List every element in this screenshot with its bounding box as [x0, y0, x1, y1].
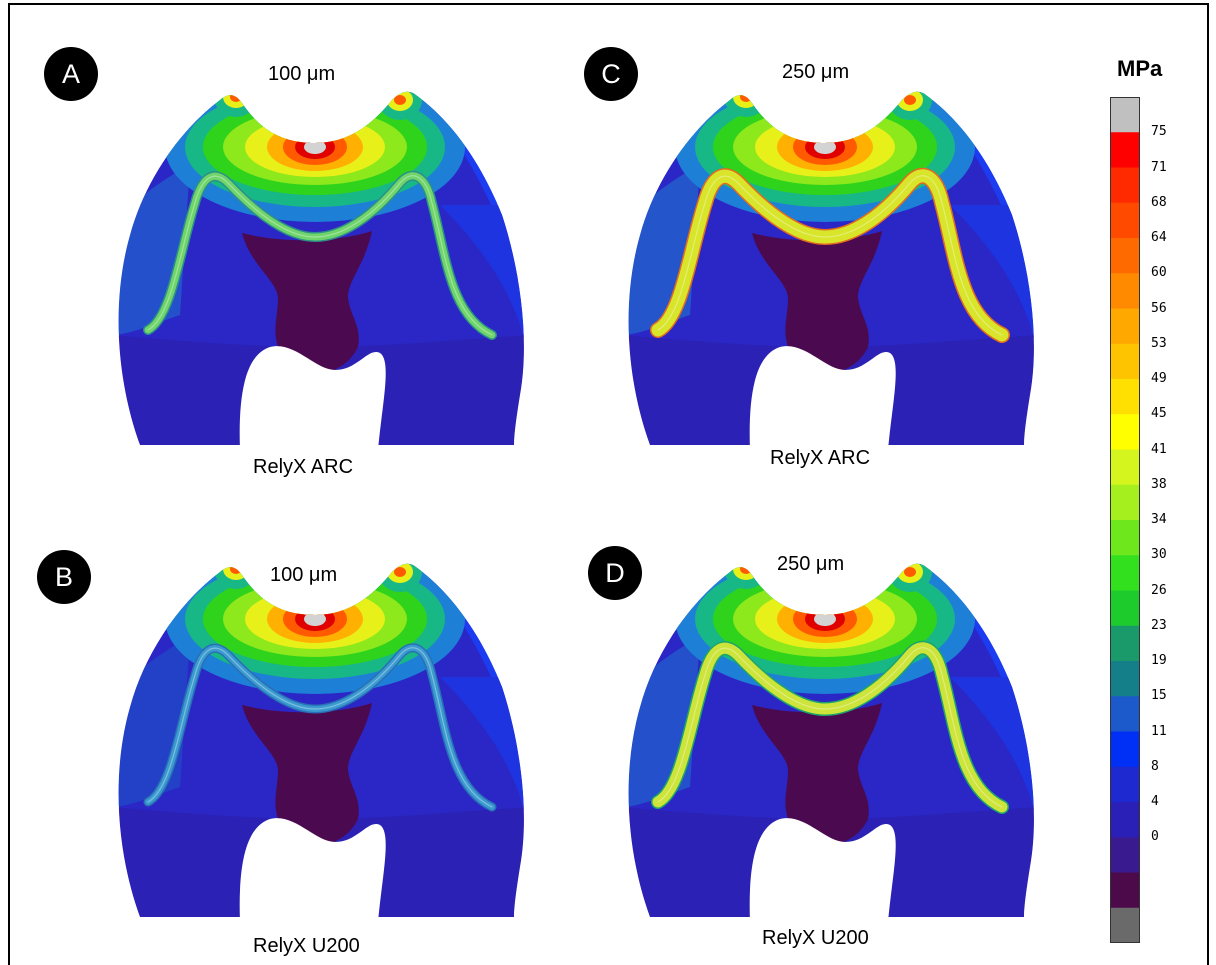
scale-tick-label: 71: [1151, 159, 1167, 175]
panel-b-thickness: 100 μm: [270, 564, 338, 586]
panel-c-badge: C: [584, 47, 638, 101]
panel-a-thickness: 100 μm: [268, 63, 336, 85]
inter-root-gap: [239, 346, 386, 445]
scale-band: [1110, 273, 1140, 309]
scale-unit-label: MPa: [1117, 56, 1163, 81]
scale-band: [1110, 907, 1140, 943]
panel-c-caption: RelyX ARC: [770, 447, 871, 469]
scale-tick-label: 30: [1151, 547, 1167, 563]
scale-tick-label: 49: [1151, 371, 1167, 386]
stress-field: [118, 563, 524, 917]
scale-tick-label: 19: [1151, 653, 1167, 668]
scale-tick-label: 26: [1151, 582, 1167, 598]
panel-d-caption: RelyX U200: [762, 927, 869, 949]
stress-contour: [304, 140, 326, 154]
scale-tick-label: 45: [1151, 406, 1167, 422]
scale-tick-label: 64: [1151, 230, 1167, 245]
scale-tick-label: 34: [1151, 512, 1167, 527]
scale-band: [1110, 555, 1140, 591]
scale-tick-label: 0: [1151, 829, 1159, 845]
scale-tick-label: 41: [1151, 441, 1167, 457]
scale-tick-label: 23: [1151, 617, 1167, 633]
panel-b-caption: RelyX U200: [253, 935, 360, 957]
stress-contour: [814, 612, 836, 626]
scale-band: [1110, 872, 1140, 909]
panel-c-stress-map: [628, 91, 1034, 445]
panel-c-thickness: 250 μm: [782, 61, 850, 83]
scale-tick-label: 38: [1151, 476, 1167, 492]
scale-band: [1110, 625, 1140, 662]
pulp-chamber: [242, 231, 372, 374]
scale-border: [1110, 97, 1140, 943]
scale-tick-label: 11: [1151, 723, 1167, 739]
cement-layer: [651, 169, 1009, 342]
stress-contour: [304, 612, 326, 626]
scale-band: [1110, 238, 1140, 274]
scale-band: [1110, 661, 1140, 697]
scale-band: [1110, 202, 1140, 239]
scale-tick-label: 75: [1151, 124, 1167, 140]
scale-tick-label: 56: [1151, 300, 1167, 316]
inter-root-gap: [749, 346, 896, 445]
panel-a-badge: A: [44, 47, 98, 101]
panel-a-caption: RelyX ARC: [253, 456, 354, 478]
scale-tick-label: 53: [1151, 335, 1167, 351]
pulp-chamber: [242, 703, 372, 846]
scale-band: [1110, 837, 1140, 873]
scale-band: [1110, 449, 1140, 486]
inter-root-gap: [239, 818, 386, 917]
cement-layer: [144, 172, 496, 339]
panel-b-badge: B: [37, 550, 91, 604]
scale-band: [1110, 308, 1140, 345]
inter-root-gap: [749, 818, 896, 917]
scale-band: [1110, 343, 1140, 380]
scale-tick-label: 8: [1151, 758, 1159, 774]
scale-band: [1110, 132, 1140, 168]
scale-band: [1110, 414, 1140, 450]
scale-tick-label: 60: [1151, 265, 1167, 281]
scale-tick-label: 4: [1151, 794, 1159, 809]
panel-d-badge: D: [588, 546, 642, 600]
stress-contour: [814, 140, 836, 154]
scale-band: [1110, 379, 1140, 415]
scale-band: [1110, 97, 1140, 133]
stress-field: [628, 91, 1034, 445]
cement-layer: [652, 642, 1008, 813]
panel-b-stress-map: [118, 563, 524, 917]
scale-band: [1110, 696, 1140, 732]
scale-band: [1110, 520, 1140, 556]
scale-band: [1110, 731, 1140, 768]
stress-field: [628, 563, 1034, 917]
pulp-chamber: [752, 231, 882, 374]
scale-band: [1110, 802, 1140, 838]
scale-tick-label: 68: [1151, 194, 1167, 210]
panel-d-stress-map: [628, 563, 1034, 917]
scale-band: [1110, 484, 1140, 521]
cement-layer: [145, 644, 495, 810]
panel-a-stress-map: [118, 91, 524, 445]
scale-band: [1110, 590, 1140, 627]
scale-tick-label: 15: [1151, 688, 1167, 704]
scale-band: [1110, 766, 1140, 803]
color-scale-bar: [1110, 97, 1140, 943]
panel-d-thickness: 250 μm: [777, 553, 845, 575]
stress-field: [118, 91, 524, 445]
pulp-chamber: [752, 703, 882, 846]
scale-band: [1110, 167, 1140, 204]
